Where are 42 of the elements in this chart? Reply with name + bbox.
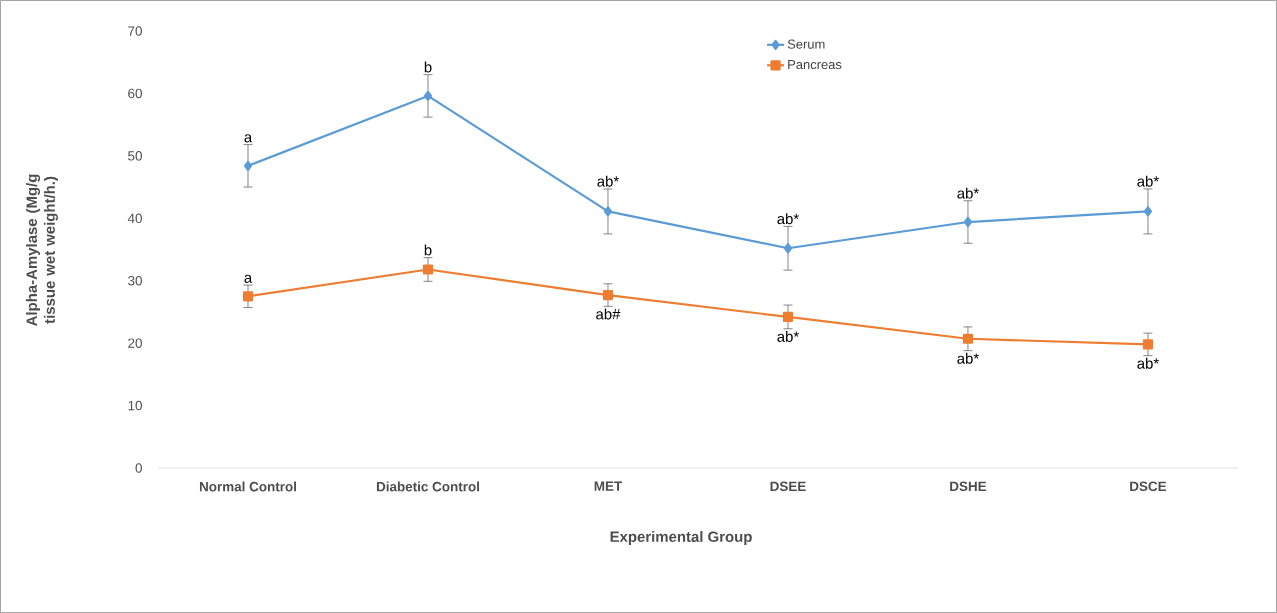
y-tick-label: 40 (127, 213, 142, 224)
point (242, 291, 254, 302)
point (1143, 206, 1153, 217)
annotation: ab# (596, 308, 621, 320)
point (243, 160, 253, 171)
point (422, 264, 434, 275)
point (962, 333, 974, 344)
y-tick-label: 70 (128, 26, 142, 36)
annotation: ab* (957, 352, 979, 364)
annotation: b (424, 244, 432, 256)
annotation: a (244, 274, 253, 283)
y-tick-label: 30 (128, 275, 142, 286)
annotation: b (424, 61, 432, 73)
y-tick-label: 50 (128, 151, 142, 161)
y-tick-label: 20 (128, 338, 142, 348)
y-tick-label: 60 (128, 88, 142, 99)
point (782, 311, 794, 323)
x-tick-label: DSCE (1130, 481, 1167, 492)
annotation: a (244, 134, 253, 143)
annotation: ab* (777, 213, 799, 225)
y-tick-label: 10 (128, 400, 142, 411)
x-tick-label: DSEE (770, 481, 806, 492)
x-tick-label: MET (594, 481, 623, 491)
annotation: ab* (1137, 175, 1159, 187)
point (963, 216, 973, 228)
point (602, 289, 614, 301)
annotation: ab* (957, 187, 979, 199)
y-axis-title: Alpha-Amylase (Mg/g tissue wet weight/h.) (26, 174, 58, 327)
legend-label: Serum (787, 39, 825, 49)
x-tick-label: Normal Control (199, 481, 296, 492)
annotation: ab* (597, 175, 619, 187)
point (423, 90, 433, 102)
x-tick-label: Diabetic Control (376, 481, 479, 492)
point (783, 243, 793, 254)
annotation: ab* (777, 330, 799, 342)
point (603, 206, 613, 217)
legend-label: Pancreas (788, 60, 842, 70)
point (1142, 339, 1154, 350)
x-axis-title: Experimental Group (610, 531, 752, 545)
x-tick-label: DSHE (950, 481, 987, 492)
annotation: ab* (1137, 357, 1159, 369)
y-tick-label: 0 (135, 463, 142, 473)
